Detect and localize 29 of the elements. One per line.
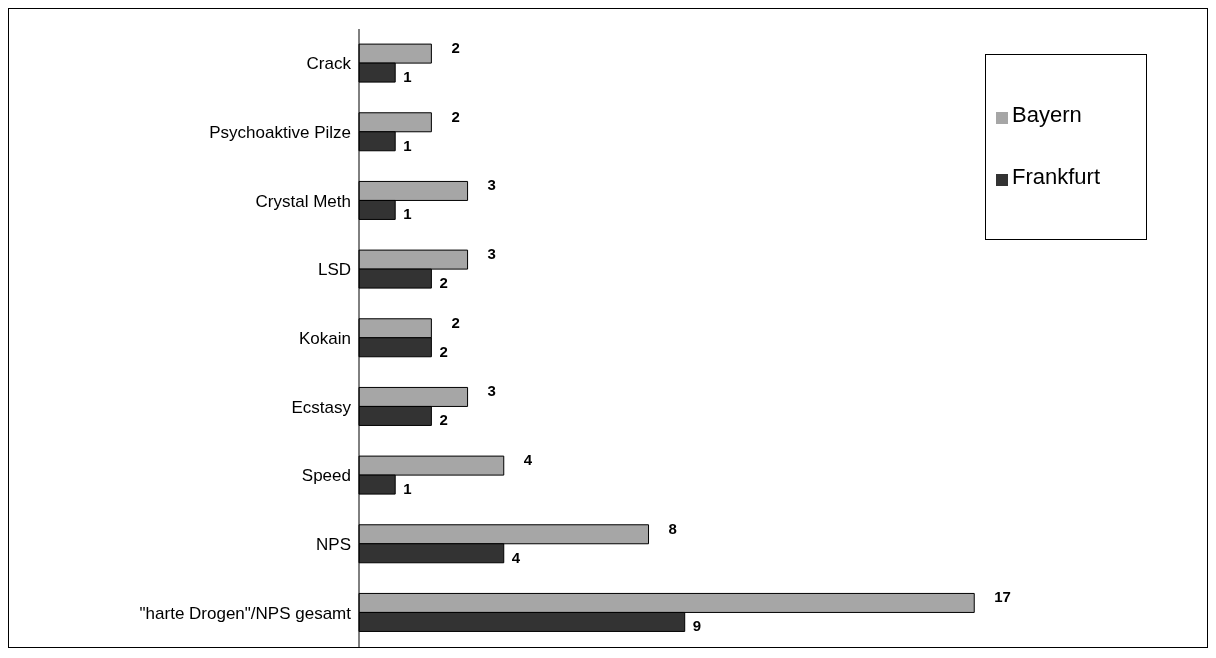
data-label: 17 (994, 588, 1011, 606)
data-label: 1 (403, 479, 412, 497)
data-label: 2 (451, 107, 460, 125)
y-tick-label: Speed (301, 466, 351, 486)
data-label: 8 (668, 519, 677, 537)
y-tick-label: Ecstasy (291, 397, 352, 417)
data-label: 3 (487, 382, 496, 400)
data-label: 3 (487, 176, 496, 194)
legend-label: Frankfurt (1012, 164, 1101, 189)
data-label: 9 (692, 617, 702, 635)
data-label: 2 (439, 411, 448, 429)
legend-label: Bayern (1012, 102, 1082, 127)
y-tick-label: Crack (306, 54, 352, 74)
data-label: 1 (403, 205, 412, 223)
data-label: 3 (487, 244, 496, 262)
y-tick-label: LSD (317, 260, 351, 280)
y-tick-label: Crystal Meth (255, 191, 351, 211)
data-label: 2 (439, 273, 448, 291)
y-tick-label: Psychoaktive Pilze (209, 123, 351, 143)
data-label: 1 (403, 67, 412, 85)
data-label: 2 (439, 342, 448, 360)
y-tick-label: Kokain (299, 329, 351, 349)
data-label: 2 (451, 313, 460, 331)
data-label: 2 (451, 38, 460, 56)
data-label: 1 (403, 136, 412, 154)
y-tick-label: NPS (316, 535, 351, 555)
data-label: 4 (511, 548, 521, 566)
data-label: 4 (523, 450, 533, 468)
y-tick-label: "harte Drogen"/NPS gesamt (139, 603, 352, 623)
